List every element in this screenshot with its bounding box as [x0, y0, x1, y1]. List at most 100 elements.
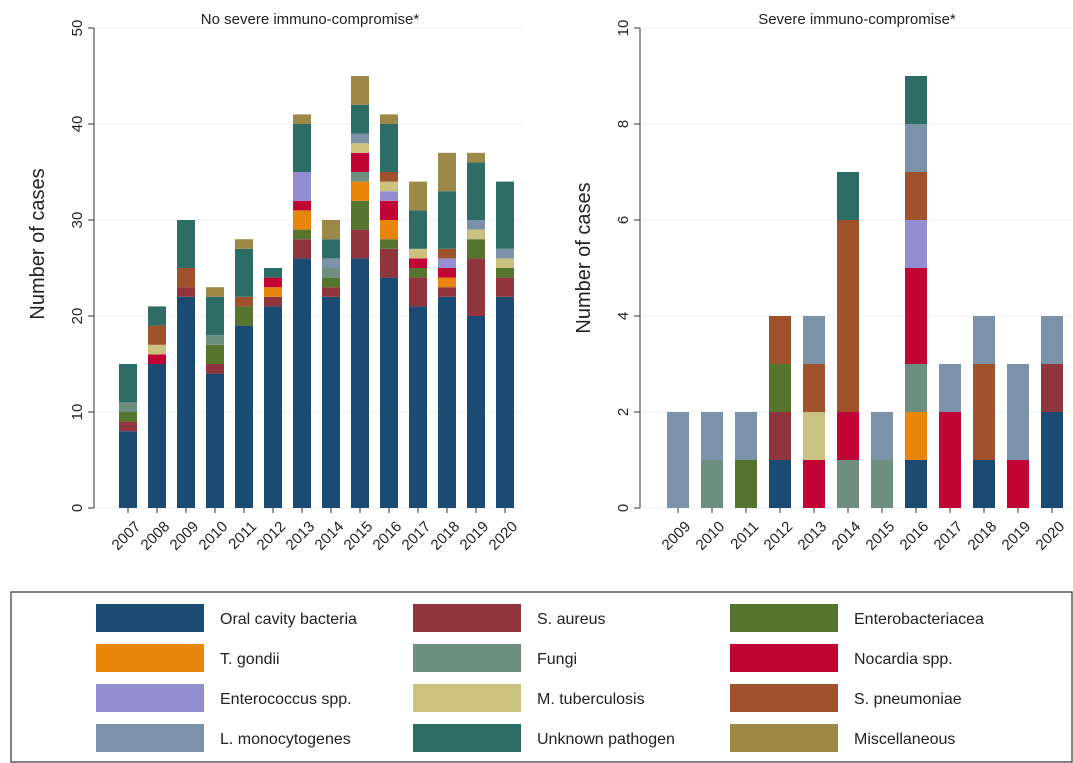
- bar-segment: [177, 287, 195, 297]
- bar-segment: [177, 268, 195, 288]
- y-axis-title: Number of cases: [573, 182, 595, 333]
- x-tick-label: 2011: [225, 518, 260, 553]
- legend-label: S. aureus: [537, 611, 605, 628]
- bar-segment: [264, 268, 282, 278]
- bar-segment: [467, 316, 485, 508]
- y-tick-label: 0: [615, 504, 632, 512]
- x-tick-label: 2010: [196, 518, 232, 554]
- bar-segment: [351, 258, 369, 508]
- bar-segment: [206, 287, 224, 297]
- legend-swatch: [730, 644, 838, 672]
- bar-segment: [264, 296, 282, 307]
- bar-segment: [409, 268, 427, 278]
- legend-label: Miscellaneous: [854, 731, 955, 748]
- bar-segment: [206, 296, 224, 336]
- legend-swatch: [96, 644, 204, 672]
- y-tick-label: 50: [69, 20, 86, 37]
- bar-segment: [293, 258, 311, 508]
- x-tick-label: 2017: [931, 518, 967, 554]
- x-tick-label: 2018: [965, 518, 1001, 554]
- bar-segment: [769, 460, 791, 508]
- y-tick-label: 0: [69, 504, 86, 512]
- legend: Oral cavity bacteria S. aureus Enterobacte…: [10, 591, 1073, 763]
- legend-label: Unknown pathogen: [537, 731, 675, 748]
- bar-segment: [351, 172, 369, 182]
- bar-segment: [206, 373, 224, 508]
- bar-segment: [119, 412, 137, 422]
- bar-segment: [905, 220, 927, 268]
- bar-segment: [837, 172, 859, 220]
- bar-segment: [148, 325, 166, 345]
- x-tick-label: 2013: [795, 518, 831, 554]
- bar-segment: [380, 172, 398, 182]
- bar-segment: [1007, 460, 1029, 508]
- bar-segment: [496, 268, 514, 278]
- bar-segment: [351, 143, 369, 153]
- bar-segment: [322, 258, 340, 268]
- panel-title: Severe immuno-compromise*: [758, 11, 956, 28]
- bar-segment: [293, 114, 311, 124]
- legend-frame: [10, 591, 1073, 763]
- legend-label: Oral cavity bacteria: [220, 611, 357, 628]
- bar-segment: [803, 412, 825, 460]
- x-tick-label: 2019: [457, 518, 493, 554]
- x-tick-label: 2007: [109, 518, 145, 554]
- x-tick-label: 2018: [428, 518, 464, 554]
- bar-segment: [206, 344, 224, 364]
- x-tick-label: 2014: [312, 518, 348, 554]
- bar-segment: [409, 306, 427, 508]
- bar-segment: [467, 239, 485, 259]
- bar-segment: [438, 268, 456, 278]
- bar-segment: [409, 277, 427, 307]
- bar-segment: [380, 124, 398, 172]
- bar-segment: [235, 296, 253, 307]
- bar-segment: [467, 152, 485, 163]
- bar-segment: [409, 248, 427, 259]
- bar-segment: [351, 133, 369, 144]
- bar-segment: [177, 220, 195, 268]
- bar-segment: [322, 277, 340, 288]
- bar-segment: [293, 124, 311, 172]
- bar-segment: [380, 114, 398, 124]
- bar-segment: [148, 354, 166, 364]
- bar-segment: [735, 412, 757, 460]
- bar-segment: [380, 239, 398, 249]
- y-tick-label: 10: [69, 404, 86, 421]
- bar-segment: [769, 316, 791, 364]
- x-tick-label: 2016: [897, 518, 933, 554]
- bar-segment: [380, 248, 398, 278]
- bar-segment: [409, 258, 427, 268]
- bar-segment: [1041, 316, 1063, 364]
- bar-segment: [351, 76, 369, 105]
- legend-label: Fungi: [537, 651, 577, 668]
- bar-segment: [380, 200, 398, 220]
- bar-segment: [871, 460, 893, 508]
- bar-segment: [351, 152, 369, 172]
- bar-segment: [837, 460, 859, 508]
- bar-segment: [667, 412, 689, 508]
- legend-swatch: [730, 724, 838, 752]
- bar-segment: [496, 181, 514, 249]
- bar-segment: [701, 460, 723, 508]
- x-tick-label: 2015: [863, 518, 899, 554]
- bar-segment: [438, 258, 456, 268]
- x-tick-label: 2015: [341, 518, 377, 554]
- x-tick-label: 2016: [370, 518, 406, 554]
- bar-segment: [293, 229, 311, 240]
- bar-segment: [735, 460, 757, 508]
- bar-segment: [322, 268, 340, 278]
- x-tick-label: 2020: [1033, 518, 1069, 554]
- bar-segment: [380, 220, 398, 240]
- legend-label: T. gondii: [220, 651, 280, 668]
- x-tick-label: 2008: [138, 518, 174, 554]
- bar-segment: [803, 460, 825, 508]
- y-tick-label: 10: [615, 20, 632, 37]
- bar-segment: [496, 296, 514, 508]
- chart-panel-severe-immunocompromise: Severe immuno-compromise* Number of case…: [573, 11, 1073, 554]
- x-tick-label: 2019: [999, 518, 1035, 554]
- bar-segment: [1041, 412, 1063, 508]
- bar-segment: [837, 220, 859, 412]
- bar-segment: [322, 220, 340, 240]
- bar-segment: [148, 344, 166, 355]
- bar-segment: [973, 460, 995, 508]
